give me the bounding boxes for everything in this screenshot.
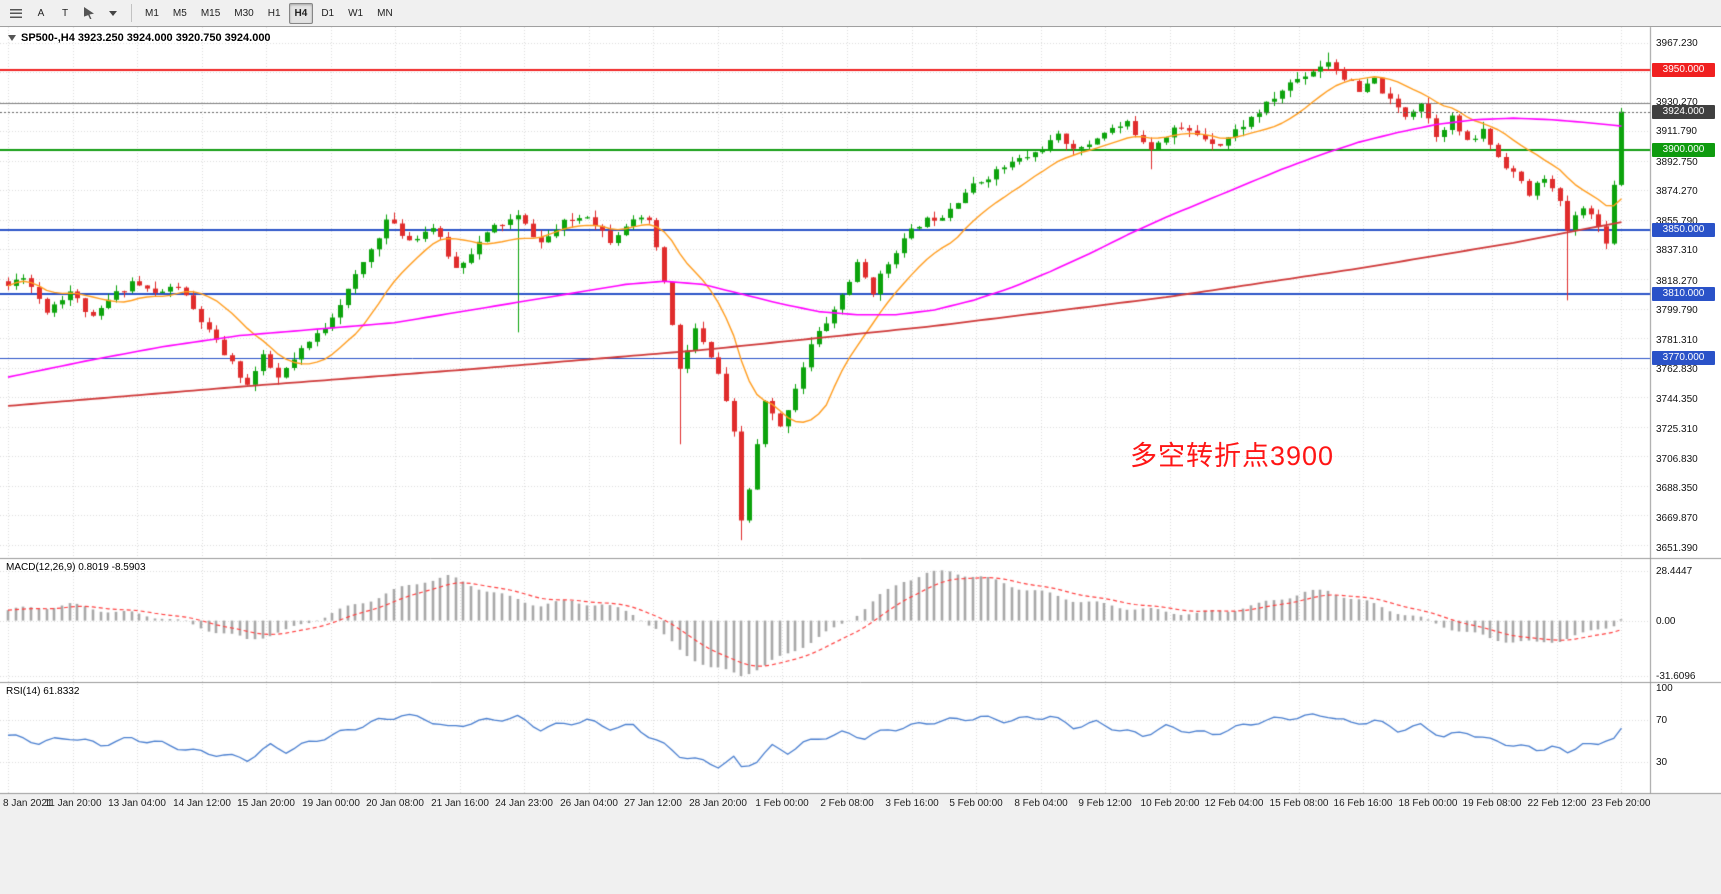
- timeframe-button-h1[interactable]: H1: [267, 7, 281, 19]
- timeframe-button-h4[interactable]: H4: [288, 2, 314, 24]
- tools-dropdown-button[interactable]: [102, 3, 124, 24]
- timeframe-button-m5[interactable]: M5: [172, 7, 187, 19]
- timeframe-button-m1[interactable]: M1: [145, 7, 159, 19]
- timeframe-group: M1 M5 M15 M30 H1 H4 D1 W1 MN: [139, 2, 399, 24]
- text-label-tool-button[interactable]: A: [37, 7, 45, 19]
- timeframe-button-d1[interactable]: D1: [321, 7, 335, 19]
- timeframe-button-mn[interactable]: MN: [377, 7, 393, 19]
- timeframe-button-m15[interactable]: M15: [200, 7, 221, 19]
- chevron-down-icon: [109, 10, 117, 16]
- toolbar: A T M1 M5 M15 M30 H1 H4 D1 W1 MN: [0, 0, 1721, 27]
- timeframe-button-m30[interactable]: M30: [234, 7, 254, 19]
- timeframe-button-w1[interactable]: W1: [348, 7, 364, 19]
- cursor-arrow-icon: [84, 7, 94, 19]
- toolbar-separator: [131, 4, 132, 22]
- text-box-tool-button[interactable]: T: [61, 7, 69, 19]
- cursor-tool-button[interactable]: [78, 3, 100, 24]
- hamburger-icon: [10, 8, 22, 18]
- menu-icon[interactable]: [4, 3, 28, 24]
